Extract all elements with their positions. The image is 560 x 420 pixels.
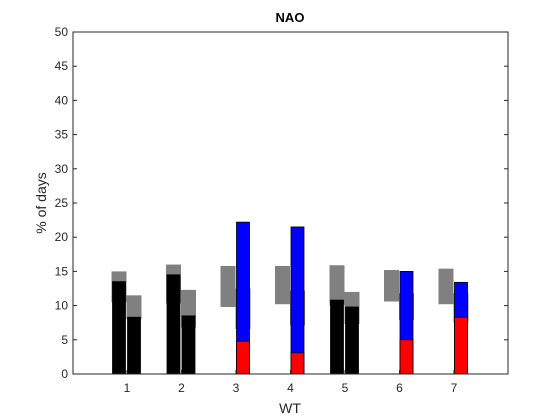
x-tick-label: 5 (342, 381, 349, 395)
bar (236, 340, 250, 375)
x-tick-label: 2 (178, 381, 185, 395)
bar (454, 316, 468, 375)
y-tick-label: 15 (55, 264, 69, 278)
range-box (275, 265, 290, 305)
chart-title: NAO (276, 10, 305, 25)
bar (330, 299, 344, 375)
bar (112, 281, 126, 375)
bar (290, 226, 305, 375)
y-tick-label: 30 (55, 162, 69, 176)
range-box (126, 295, 142, 320)
y-tick-label: 25 (55, 196, 69, 210)
x-tick-label: 6 (396, 381, 403, 395)
range-box (220, 265, 236, 307)
range-box (438, 268, 454, 305)
bar (166, 274, 181, 375)
y-tick-label: 35 (55, 128, 69, 142)
range-box (329, 265, 345, 305)
bar (399, 339, 414, 375)
y-tick-label: 0 (61, 367, 68, 381)
y-axis-label: % of days (33, 172, 49, 233)
bar (345, 306, 359, 375)
y-tick-label: 10 (55, 299, 69, 313)
bar (290, 352, 305, 375)
x-axis-label: WT (279, 400, 301, 416)
x-tick-label: 3 (233, 381, 240, 395)
x-tick-label: 4 (287, 381, 294, 395)
y-tick-label: 20 (55, 230, 69, 244)
x-tick-label: 7 (451, 381, 458, 395)
y-tick-label: 5 (61, 333, 68, 347)
y-tick-label: 40 (55, 93, 69, 107)
bar (127, 316, 141, 375)
x-tick-label: 1 (124, 381, 131, 395)
range-box (384, 270, 399, 302)
chart-marks (111, 221, 469, 375)
y-tick-label: 50 (55, 25, 69, 39)
y-tick-label: 45 (55, 59, 69, 73)
bar (181, 315, 196, 375)
